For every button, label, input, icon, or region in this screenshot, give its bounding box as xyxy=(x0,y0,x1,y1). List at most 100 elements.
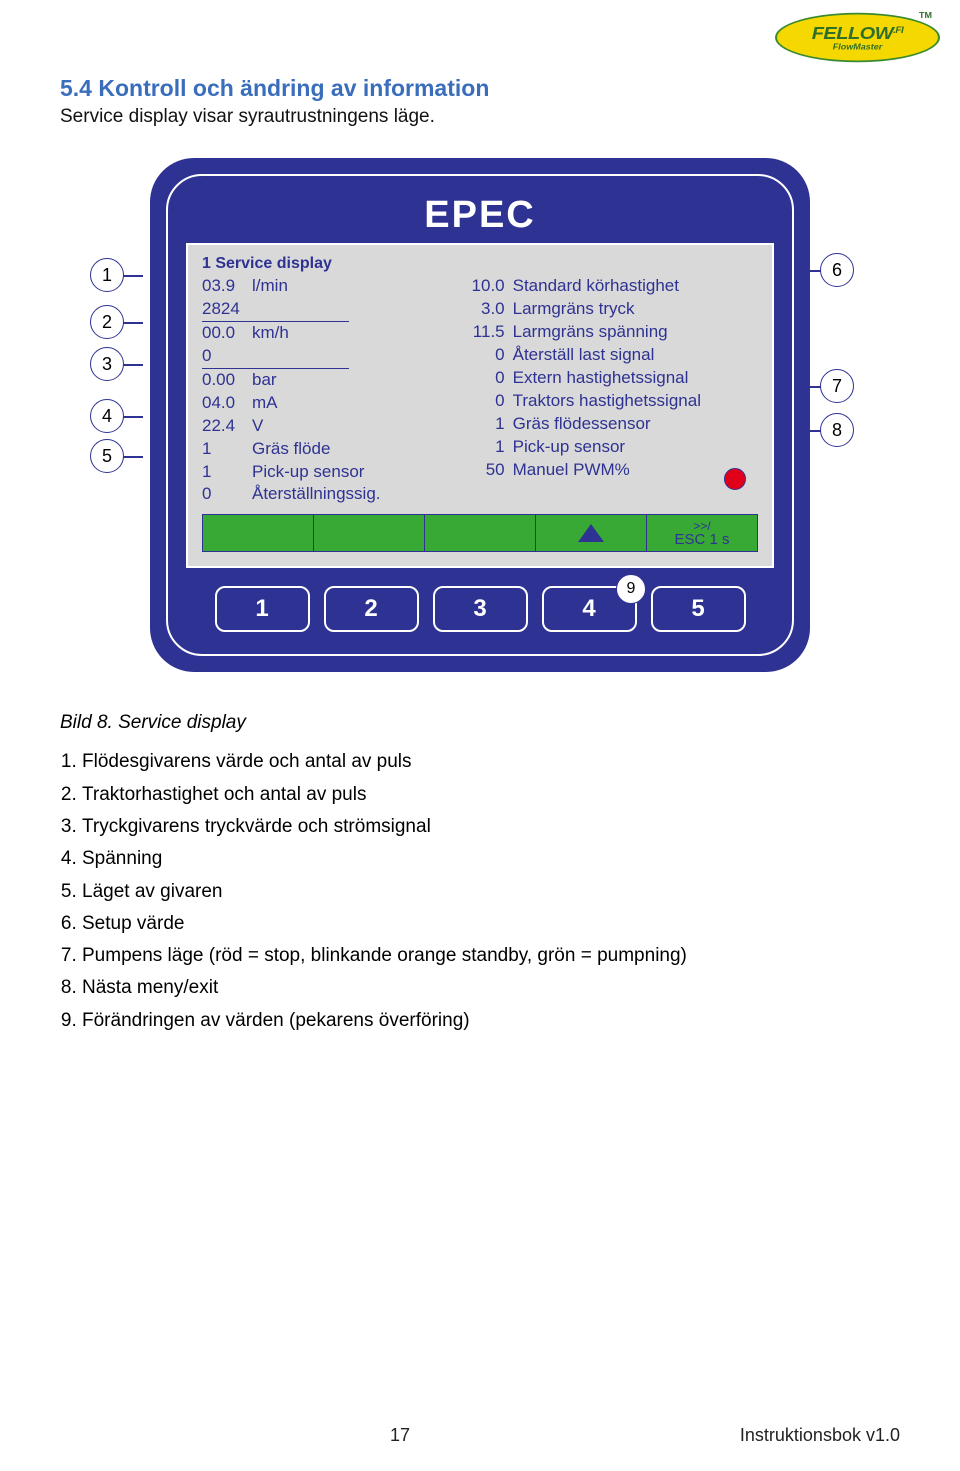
setting-value: 0 xyxy=(465,367,505,390)
section-title: 5.4 Kontroll och ändring av information xyxy=(60,75,900,102)
hardware-button-3[interactable]: 3 xyxy=(433,586,528,632)
value: 2824 xyxy=(202,298,244,321)
screen-right-row: 11.5 Larmgräns spänning xyxy=(465,321,758,344)
screen-right-row: 1 Pick-up sensor xyxy=(465,436,758,459)
legend-item: Pumpens läge (röd = stop, blinkande oran… xyxy=(82,940,900,972)
callout-8: 8 xyxy=(820,413,854,447)
logo-suffix: .FI xyxy=(893,26,903,36)
screen-left-row: 1 Pick-up sensor xyxy=(202,461,447,484)
esc-bottom: ESC 1 s xyxy=(674,532,729,547)
setting-label: Traktors hastighetssignal xyxy=(513,390,701,413)
hardware-button-5[interactable]: 5 xyxy=(651,586,746,632)
softkey-5-esc[interactable]: >>/ ESC 1 s xyxy=(647,515,757,551)
setting-value: 11.5 xyxy=(465,321,505,344)
screen-left-row: 04.0 mA xyxy=(202,392,447,415)
screen-title: 1 Service display xyxy=(202,255,758,273)
callout-2: 2 xyxy=(90,305,124,339)
screen-right-row: 0 Traktors hastighetssignal xyxy=(465,390,758,413)
unit-label: l/min xyxy=(252,275,288,298)
value: 0 xyxy=(202,345,244,368)
screen-right-row: 0 Återställ last signal xyxy=(465,344,758,367)
unit-label: Återställningssig. xyxy=(252,483,381,506)
callout-7: 7 xyxy=(820,369,854,403)
setting-value: 3.0 xyxy=(465,298,505,321)
setting-label: Larmgräns spänning xyxy=(513,321,668,344)
value: 04.0 xyxy=(202,392,244,415)
value: 00.0 xyxy=(202,322,244,345)
setting-label: Larmgräns tryck xyxy=(513,298,635,321)
legend-item: Tryckgivarens tryckvärde och strömsignal xyxy=(82,811,900,843)
value: 0.00 xyxy=(202,369,244,392)
figure-caption: Bild 8. Service display xyxy=(60,712,900,734)
hardware-button-2[interactable]: 2 xyxy=(324,586,419,632)
legend-item: Läget av givaren xyxy=(82,876,900,908)
setting-label: Pick-up sensor xyxy=(513,436,625,459)
setting-value: 50 xyxy=(465,459,505,482)
screen-right-row: 50 Manuel PWM% xyxy=(465,459,758,482)
screen-left-row: 0.00 bar xyxy=(202,369,447,392)
figure-legend: Flödesgivarens värde och antal av pulsTr… xyxy=(60,746,900,1037)
setting-value: 0 xyxy=(465,344,505,367)
callout-1: 1 xyxy=(90,258,124,292)
screen-left-row: 0 xyxy=(202,345,349,369)
page-number: 17 xyxy=(60,1425,740,1446)
screen-right-row: 3.0 Larmgräns tryck xyxy=(465,298,758,321)
callout-5: 5 xyxy=(90,439,124,473)
unit-label: V xyxy=(252,415,263,438)
callout-4: 4 xyxy=(90,399,124,433)
value: 1 xyxy=(202,461,244,484)
value: 1 xyxy=(202,438,244,461)
legend-item: Spänning xyxy=(82,843,900,875)
hardware-button-1[interactable]: 1 xyxy=(215,586,310,632)
setting-value: 10.0 xyxy=(465,275,505,298)
unit-label: Pick-up sensor xyxy=(252,461,364,484)
device-screen: 1 Service display 03.9l/min282400.0km/h0… xyxy=(186,243,774,568)
screen-left-row: 00.0 km/h xyxy=(202,322,447,345)
unit-label: Gräs flöde xyxy=(252,438,330,461)
unit-label: bar xyxy=(252,369,277,392)
device-brand: EPEC xyxy=(186,194,774,237)
setting-label: Extern hastighetssignal xyxy=(513,367,689,390)
device-frame: EPEC 1 Service display 03.9l/min282400.0… xyxy=(150,158,810,672)
legend-item: Flödesgivarens värde och antal av puls xyxy=(82,746,900,778)
screen-left-row: 0 Återställningssig. xyxy=(202,483,447,506)
screen-right-row: 1 Gräs flödessensor xyxy=(465,413,758,436)
softkey-2[interactable] xyxy=(314,515,425,551)
screen-left-row: 22.4 V xyxy=(202,415,447,438)
legend-item: Förändringen av värden (pekarens överför… xyxy=(82,1005,900,1037)
value: 22.4 xyxy=(202,415,244,438)
softkey-1[interactable] xyxy=(203,515,314,551)
unit-label: km/h xyxy=(252,322,289,345)
screen-left-row: 2824 xyxy=(202,298,349,322)
screen-right-row: 0 Extern hastighetssignal xyxy=(465,367,758,390)
setting-value: 1 xyxy=(465,413,505,436)
screen-left-row: 03.9 l/min xyxy=(202,275,447,298)
logo-sub: FlowMaster xyxy=(833,43,883,51)
callout-9: 9 xyxy=(616,574,646,604)
setting-value: 0 xyxy=(465,390,505,413)
screen-right-row: 10.0 Standard körhastighet xyxy=(465,275,758,298)
page-footer: 17 Instruktionsbok v1.0 xyxy=(60,1425,900,1446)
softkey-3[interactable] xyxy=(425,515,536,551)
callout-6: 6 xyxy=(820,253,854,287)
setting-label: Manuel PWM% xyxy=(513,459,630,482)
legend-item: Setup värde xyxy=(82,908,900,940)
value: 0 xyxy=(202,483,244,506)
logo-tm: TM xyxy=(919,11,932,20)
doc-version: Instruktionsbok v1.0 xyxy=(740,1425,900,1446)
triangle-up-icon xyxy=(578,524,604,542)
unit-label: mA xyxy=(252,392,278,415)
logo-text: FELLOW xyxy=(812,23,893,43)
setting-label: Gräs flödessensor xyxy=(513,413,651,436)
softkey-4-up[interactable] xyxy=(536,515,647,551)
legend-item: Nästa meny/exit xyxy=(82,972,900,1004)
screen-left-row: 1 Gräs flöde xyxy=(202,438,447,461)
softkey-bar: >>/ ESC 1 s xyxy=(202,514,758,552)
section-subtitle: Service display visar syrautrustningens … xyxy=(60,106,900,128)
legend-item: Traktorhastighet och antal av puls xyxy=(82,779,900,811)
setting-label: Återställ last signal xyxy=(513,344,655,367)
value: 03.9 xyxy=(202,275,244,298)
setting-label: Standard körhastighet xyxy=(513,275,679,298)
callout-3: 3 xyxy=(90,347,124,381)
setting-value: 1 xyxy=(465,436,505,459)
